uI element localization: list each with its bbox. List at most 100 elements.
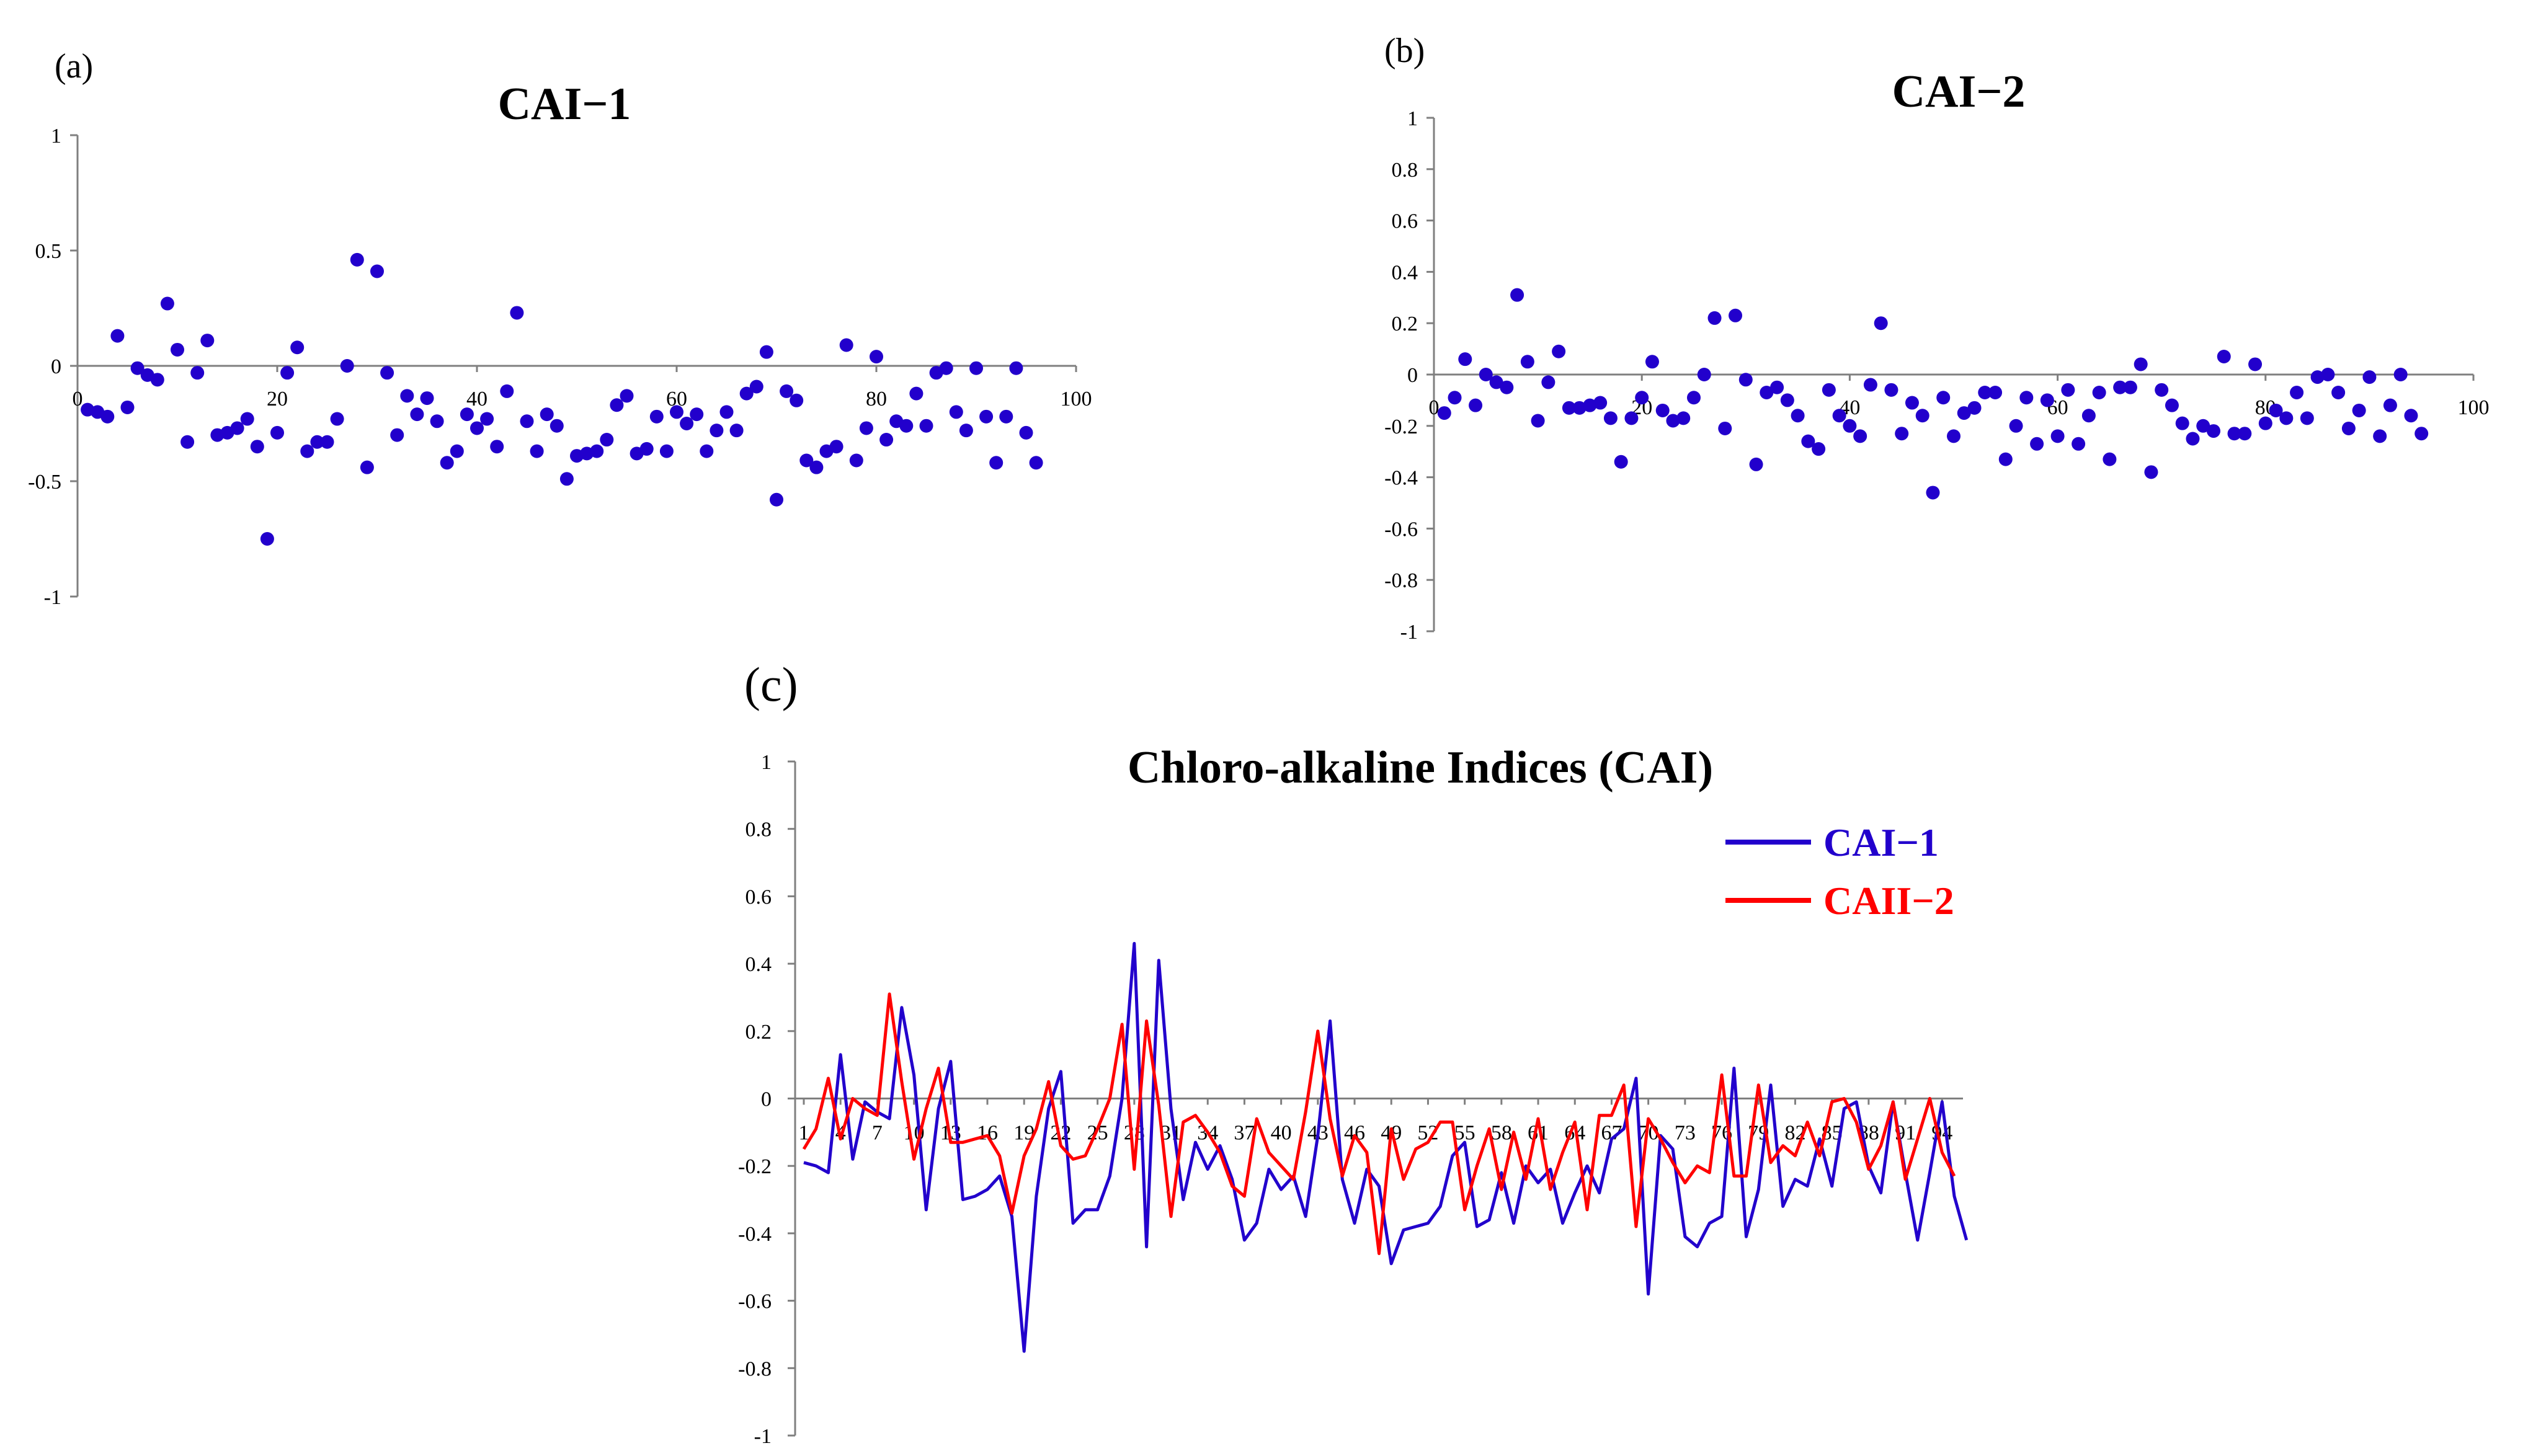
data-point-a — [859, 421, 873, 435]
data-point-b — [1843, 419, 1857, 433]
data-point-b — [1947, 429, 1961, 443]
data-point-a — [280, 366, 295, 380]
data-point-b — [1738, 373, 1753, 387]
data-point-b — [2103, 452, 2117, 466]
data-point-a — [171, 342, 184, 357]
data-point-a — [480, 412, 494, 426]
chart-title-a: CAI−1 — [498, 79, 631, 130]
data-point-b — [2030, 437, 2044, 451]
data-point-b — [1562, 401, 1576, 415]
data-point-b — [1697, 368, 1711, 381]
data-point-b — [1926, 486, 1940, 500]
x-tick-label-b: 100 — [2458, 396, 2490, 419]
data-point-a — [190, 366, 205, 380]
data-point-b — [1520, 355, 1534, 369]
data-point-b — [1489, 375, 1503, 389]
y-tick-label-b: 0.4 — [1392, 261, 1418, 284]
data-point-a — [440, 456, 454, 470]
x-tick-label-a: 40 — [466, 388, 487, 411]
series-line-cai2 — [802, 992, 1956, 1255]
y-tick-label-b: 1 — [1407, 107, 1418, 130]
y-tick-label-b: 0 — [1407, 364, 1418, 387]
data-point-b — [2269, 403, 2283, 417]
data-point-a — [989, 456, 1004, 470]
data-point-a — [610, 398, 624, 412]
data-point-a — [659, 444, 674, 458]
data-point-b — [2134, 357, 2148, 371]
data-point-b — [1760, 385, 1774, 399]
data-point-b — [2186, 432, 2200, 446]
data-point-b — [1780, 393, 1794, 407]
y-tick-label-c: 0.2 — [745, 1021, 772, 1044]
y-tick-label-b: -0.2 — [1384, 415, 1418, 438]
data-point-b — [1593, 396, 1608, 410]
data-point-a — [839, 338, 853, 352]
y-tick-label-a: -1 — [44, 586, 61, 609]
data-point-b — [1729, 308, 1743, 322]
data-point-a — [390, 428, 404, 442]
data-point-b — [2196, 419, 2210, 433]
legend-label-cai1: CAI−1 — [1823, 820, 1939, 864]
data-point-a — [729, 424, 744, 438]
data-point-b — [1624, 411, 1639, 425]
data-point-a — [559, 472, 574, 486]
data-point-b — [1707, 311, 1722, 325]
data-point-b — [1967, 401, 1982, 415]
data-point-a — [270, 425, 284, 440]
data-point-a — [470, 421, 484, 435]
data-point-b — [2373, 429, 2387, 443]
data-point-b — [2393, 368, 2408, 381]
data-point-b — [2155, 383, 2169, 397]
y-tick-label-c: 1 — [761, 751, 772, 774]
data-point-b — [1905, 396, 1919, 410]
data-point-b — [2061, 383, 2075, 397]
y-tick-label-b: 0.8 — [1392, 159, 1418, 182]
data-point-a — [909, 386, 924, 401]
legend: CAI−1 CAII−2 — [1725, 820, 1954, 923]
data-point-b — [2352, 403, 2366, 417]
data-point-b — [2081, 409, 2096, 423]
data-point-a — [120, 400, 135, 414]
data-point-a — [899, 419, 914, 433]
data-point-b — [2217, 350, 2231, 364]
x-tick-label-a: 0 — [73, 388, 83, 411]
y-tick-label-b: -0.8 — [1384, 569, 1418, 592]
data-point-b — [1479, 368, 1493, 381]
data-point-a — [600, 433, 614, 447]
x-tick-label-c: 40 — [1271, 1122, 1292, 1145]
data-point-b — [1687, 391, 1701, 405]
data-point-a — [700, 444, 714, 458]
x-tick-label-a: 100 — [1061, 388, 1092, 411]
data-point-a — [680, 417, 694, 430]
x-tick-label-c: 16 — [977, 1122, 998, 1145]
data-point-a — [500, 384, 514, 398]
data-point-a — [550, 419, 564, 433]
data-point-a — [739, 386, 754, 401]
series-line-cai1 — [803, 942, 1969, 1353]
data-point-b — [2310, 370, 2325, 384]
data-point-b — [1510, 288, 1524, 302]
data-point-a — [849, 453, 863, 468]
data-point-a — [430, 414, 444, 428]
data-point-b — [2238, 427, 2252, 441]
data-point-a — [969, 361, 983, 375]
data-point-b — [1437, 406, 1451, 420]
data-point-b — [1572, 401, 1587, 415]
data-point-a — [870, 350, 883, 364]
data-point-b — [2331, 385, 2346, 399]
data-point-b — [1635, 391, 1649, 405]
y-tick-label-b: 0.2 — [1392, 313, 1418, 335]
data-point-a — [979, 409, 994, 424]
data-point-a — [710, 424, 724, 438]
data-point-a — [230, 421, 244, 435]
data-point-b — [2175, 416, 2189, 430]
data-point-b — [1770, 380, 1784, 394]
data-point-b — [1812, 442, 1826, 456]
data-point-b — [2123, 380, 2137, 394]
data-point-a — [490, 440, 504, 454]
data-point-b — [2404, 409, 2418, 423]
data-point-b — [2258, 416, 2272, 430]
data-point-a — [959, 424, 973, 438]
data-point-b — [2092, 385, 2106, 399]
data-point-a — [999, 409, 1013, 424]
